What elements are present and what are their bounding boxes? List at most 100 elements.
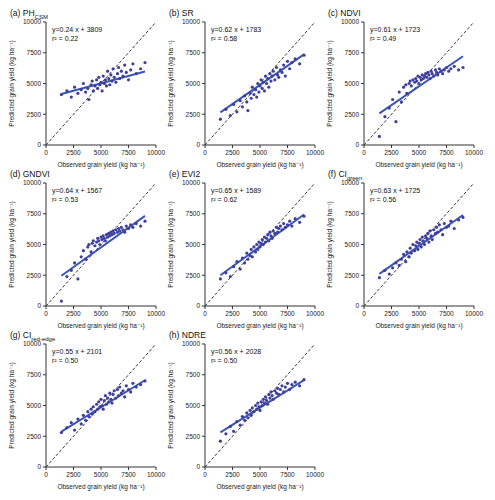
svg-text:2500: 2500 [186,111,201,118]
svg-text:Predicted grain yield (kg ha⁻¹: Predicted grain yield (kg ha⁻¹) [326,40,334,127]
svg-text:2500: 2500 [225,149,240,156]
svg-text:2500: 2500 [345,111,360,118]
svg-text:5000: 5000 [253,310,268,317]
svg-text:0: 0 [203,310,207,317]
svg-text:2500: 2500 [27,111,42,118]
svg-text:10000: 10000 [23,179,41,186]
svg-text:0: 0 [37,141,41,148]
html-text:(a) PHCSM: (a) PHCSM [10,8,48,20]
svg-text:0: 0 [203,149,207,156]
svg-text:2500: 2500 [225,310,240,317]
svg-text:Observed grain yield (kg ha⁻¹): Observed grain yield (kg ha⁻¹) [57,483,144,491]
svg-text:2500: 2500 [66,471,81,478]
svg-text:Predicted grain yield (kg ha⁻¹: Predicted grain yield (kg ha⁻¹) [167,201,175,288]
svg-text:2500: 2500 [384,149,399,156]
svg-text:0: 0 [44,471,48,478]
svg-text:Observed grain yield (kg ha⁻¹): Observed grain yield (kg ha⁻¹) [216,483,303,491]
svg-text:7500: 7500 [280,471,295,478]
svg-text:7500: 7500 [186,210,201,217]
svg-text:5000: 5000 [27,80,42,87]
svg-text:5000: 5000 [345,241,360,248]
svg-text:5000: 5000 [412,149,427,156]
svg-text:5000: 5000 [253,149,268,156]
svg-text:7500: 7500 [27,49,42,56]
svg-text:0: 0 [355,141,359,148]
svg-text:Predicted grain yield (kg ha⁻¹: Predicted grain yield (kg ha⁻¹) [8,40,16,127]
svg-text:7500: 7500 [121,310,136,317]
svg-text:0: 0 [196,302,200,309]
svg-text:Predicted grain yield (kg ha⁻¹: Predicted grain yield (kg ha⁻¹) [167,362,175,449]
svg-text:5000: 5000 [94,471,109,478]
svg-text:10000: 10000 [306,471,324,478]
svg-text:0: 0 [203,471,207,478]
svg-text:10000: 10000 [306,310,324,317]
svg-text:5000: 5000 [186,241,201,248]
svg-text:10000: 10000 [465,310,483,317]
svg-text:7500: 7500 [345,210,360,217]
svg-text:5000: 5000 [412,310,427,317]
svg-text:0: 0 [362,310,366,317]
svg-text:2500: 2500 [225,471,240,478]
svg-text:2500: 2500 [27,272,42,279]
svg-text:5000: 5000 [186,402,201,409]
svg-text:2500: 2500 [27,433,42,440]
svg-text:10000: 10000 [182,18,200,25]
svg-text:7500: 7500 [27,210,42,217]
svg-text:Observed grain yield (kg ha⁻¹): Observed grain yield (kg ha⁻¹) [216,161,303,169]
svg-text:0: 0 [44,310,48,317]
svg-text:0: 0 [355,302,359,309]
svg-text:0: 0 [37,302,41,309]
svg-text:7500: 7500 [345,49,360,56]
html-text:(b) SR: (b) SR [169,8,194,18]
svg-text:5000: 5000 [186,80,201,87]
html-text:(f) CIgreen: (f) CIgreen [328,169,363,181]
svg-text:2500: 2500 [186,433,201,440]
svg-text:10000: 10000 [182,340,200,347]
svg-text:0: 0 [196,463,200,470]
svg-text:Observed grain yield (kg ha⁻¹): Observed grain yield (kg ha⁻¹) [375,322,462,330]
svg-text:Observed grain yield (kg ha⁻¹): Observed grain yield (kg ha⁻¹) [216,322,303,330]
svg-text:2500: 2500 [66,149,81,156]
svg-text:7500: 7500 [186,49,201,56]
svg-text:7500: 7500 [439,149,454,156]
svg-text:Predicted grain yield (kg ha⁻¹: Predicted grain yield (kg ha⁻¹) [326,201,334,288]
svg-text:2500: 2500 [345,272,360,279]
html-text:(d) GNDVI: (d) GNDVI [10,169,50,179]
svg-text:Predicted grain yield (kg ha⁻¹: Predicted grain yield (kg ha⁻¹) [167,40,175,127]
svg-text:10000: 10000 [147,471,165,478]
html-text:(e) EVI2: (e) EVI2 [169,169,201,179]
svg-text:7500: 7500 [27,371,42,378]
svg-text:Observed grain yield (kg ha⁻¹): Observed grain yield (kg ha⁻¹) [57,161,144,169]
svg-text:10000: 10000 [306,149,324,156]
svg-text:7500: 7500 [186,371,201,378]
svg-text:5000: 5000 [27,402,42,409]
svg-text:Predicted grain yield (kg ha⁻¹: Predicted grain yield (kg ha⁻¹) [8,201,16,288]
svg-text:10000: 10000 [147,149,165,156]
svg-text:Observed grain yield (kg ha⁻¹): Observed grain yield (kg ha⁻¹) [57,322,144,330]
svg-text:7500: 7500 [280,310,295,317]
svg-text:5000: 5000 [94,310,109,317]
svg-text:5000: 5000 [94,149,109,156]
svg-text:7500: 7500 [121,471,136,478]
svg-text:10000: 10000 [465,149,483,156]
svg-text:10000: 10000 [341,18,359,25]
html-text:(c) NDVI: (c) NDVI [328,8,361,18]
svg-text:Predicted grain yield (kg ha⁻¹: Predicted grain yield (kg ha⁻¹) [8,362,16,449]
svg-text:5000: 5000 [27,241,42,248]
svg-text:0: 0 [362,149,366,156]
html-text:(g) CIred-edge: (g) CIred-edge [10,330,56,342]
svg-text:5000: 5000 [345,80,360,87]
svg-text:2500: 2500 [186,272,201,279]
svg-text:7500: 7500 [439,310,454,317]
svg-text:0: 0 [196,141,200,148]
svg-text:2500: 2500 [384,310,399,317]
svg-text:0: 0 [44,149,48,156]
svg-text:5000: 5000 [253,471,268,478]
svg-text:7500: 7500 [121,149,136,156]
svg-text:0: 0 [37,463,41,470]
svg-text:Observed grain yield (kg ha⁻¹): Observed grain yield (kg ha⁻¹) [375,161,462,169]
svg-text:7500: 7500 [280,149,295,156]
svg-text:2500: 2500 [66,310,81,317]
svg-text:10000: 10000 [147,310,165,317]
svg-text:10000: 10000 [182,179,200,186]
